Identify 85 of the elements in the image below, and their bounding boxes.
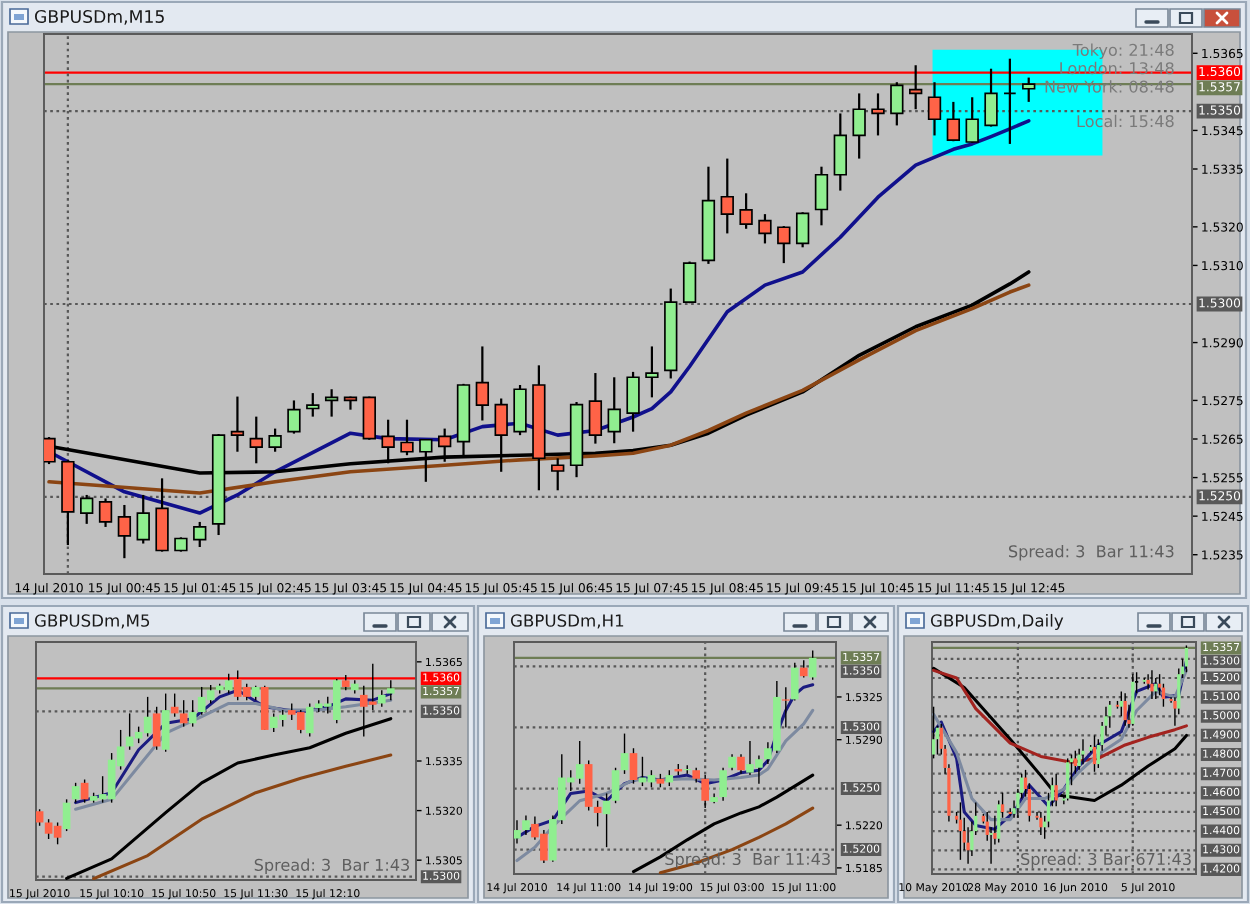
candlestick <box>332 678 341 725</box>
candlestick <box>782 686 790 729</box>
candlestick <box>136 493 150 545</box>
candlestick <box>833 112 847 192</box>
candlestick <box>997 799 1001 844</box>
candlestick <box>790 662 799 702</box>
candlestick <box>1081 738 1085 765</box>
candlestick <box>965 96 979 144</box>
candlestick <box>737 753 745 775</box>
chart-title: GBPUSDm,H1 <box>510 614 624 629</box>
annotation: Spread: 3 Bar 671:43 <box>1021 852 1191 869</box>
candlestick <box>53 821 62 845</box>
candlestick <box>584 759 593 812</box>
candlestick <box>1184 644 1189 673</box>
candlestick <box>161 692 170 753</box>
candlestick <box>890 81 904 127</box>
candlestick <box>224 673 233 695</box>
candlestick <box>287 399 301 435</box>
candlestick <box>777 224 791 265</box>
candlestick <box>607 376 621 445</box>
candlestick <box>1123 692 1127 727</box>
candlestick <box>513 383 527 437</box>
candlestick <box>296 709 305 734</box>
candlestick <box>966 826 970 865</box>
candlestick <box>701 774 709 809</box>
candlestick <box>626 370 640 433</box>
candlestick <box>871 92 885 137</box>
candlestick <box>946 100 961 143</box>
candlestick <box>44 818 53 840</box>
candlestick <box>230 395 245 453</box>
candlestick <box>268 427 282 453</box>
candlestick <box>932 706 936 760</box>
candlestick <box>170 692 179 718</box>
candlestick <box>155 477 169 553</box>
candlestick <box>909 64 923 111</box>
candlestick <box>795 211 810 249</box>
candlestick <box>808 649 817 681</box>
chart-title: GBPUSDm,M5 <box>34 614 150 629</box>
candlestick <box>522 814 530 836</box>
candlestick <box>71 782 80 804</box>
candlestick <box>758 213 772 245</box>
candlestick <box>1150 669 1154 700</box>
chart-title: GBPUSDm,Daily <box>930 613 1064 631</box>
annotation: Spread: 3 Bar 1:43 <box>254 858 410 875</box>
candlestick <box>400 418 414 457</box>
candlestick <box>62 798 71 832</box>
candlestick <box>1131 673 1135 727</box>
candlestick <box>1092 734 1097 773</box>
candlestick <box>514 819 521 845</box>
candlestick <box>437 427 452 463</box>
chart-title: GBPUSDm,M15 <box>34 9 164 25</box>
candlestick <box>719 767 727 802</box>
candlestick <box>629 747 638 785</box>
candlestick <box>179 699 188 728</box>
candlestick <box>927 81 942 137</box>
annotation: Spread: 3 Bar 11:43 <box>1008 544 1174 561</box>
candlestick <box>575 740 584 785</box>
candlestick <box>1003 57 1017 146</box>
candlestick <box>362 395 376 441</box>
candlestick <box>188 699 197 728</box>
candlestick <box>152 706 161 751</box>
candlestick <box>814 165 829 227</box>
candlestick <box>984 67 998 128</box>
candlestick <box>107 752 116 804</box>
candlestick <box>611 767 620 804</box>
candlestick <box>620 732 629 775</box>
candlestick <box>588 371 603 445</box>
candlestick <box>80 493 94 525</box>
candlestick <box>249 415 263 465</box>
candlestick <box>720 157 734 235</box>
candlestick <box>117 503 132 560</box>
candlestick <box>206 684 215 705</box>
candlestick <box>739 192 753 230</box>
candlestick <box>1022 76 1036 103</box>
candlestick <box>475 345 490 422</box>
candlestick <box>193 520 207 549</box>
candlestick <box>260 684 269 731</box>
candlestick <box>645 345 659 399</box>
candlestick <box>98 497 113 529</box>
candlestick <box>381 418 395 465</box>
candlestick <box>1146 673 1150 691</box>
candlestick <box>306 391 320 418</box>
candlestick <box>386 679 395 701</box>
candlestick <box>852 92 866 160</box>
candlestick <box>368 663 377 711</box>
